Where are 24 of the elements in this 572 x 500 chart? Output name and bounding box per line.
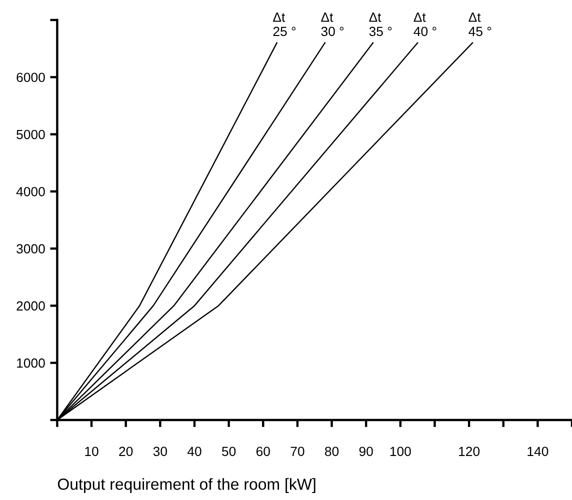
y-tick-label: 3000 xyxy=(16,244,45,254)
y-tick-label: 5000 xyxy=(16,130,45,140)
y-tick-label: 2000 xyxy=(16,301,45,311)
x-tick-label: 40 xyxy=(187,446,202,456)
x-tick-label: 90 xyxy=(359,446,373,456)
x-axis-title: Output requirement of the room [kW] xyxy=(58,478,316,494)
x-tick-label: 140 xyxy=(528,446,548,456)
x-tick-label: 30 xyxy=(153,446,167,456)
x-tick-label: 60 xyxy=(256,446,270,456)
y-tick-label: 6000 xyxy=(16,72,45,82)
y-tick-label: 4000 xyxy=(16,186,45,196)
series-label: Δt 40 ° xyxy=(414,12,436,36)
x-tick-label: 100 xyxy=(390,446,411,456)
x-tick-label: 70 xyxy=(290,446,304,456)
series-label: Δt 25 ° xyxy=(273,12,296,36)
x-tick-label: 10 xyxy=(85,446,98,456)
x-tick-label: 80 xyxy=(324,446,339,456)
series-label: Δt 45 ° xyxy=(468,12,492,36)
y-tick-label: 1000 xyxy=(17,358,45,368)
x-tick-label: 20 xyxy=(119,446,133,456)
series-label: Δt 30 ° xyxy=(321,12,344,36)
series-label: Δt 35 ° xyxy=(369,12,392,36)
x-tick-label: 50 xyxy=(222,446,236,456)
x-tick-label: 120 xyxy=(459,446,480,456)
